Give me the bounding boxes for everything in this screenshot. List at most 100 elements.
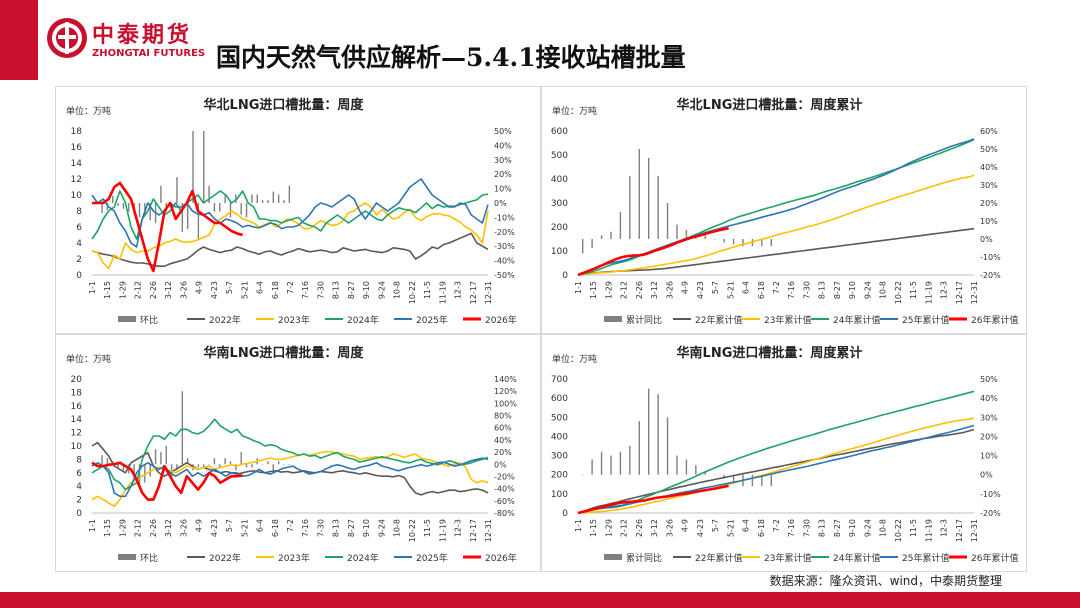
x-tick-label: 5-7 — [711, 519, 720, 532]
x-tick-label: 11-19 — [924, 519, 933, 542]
x-tick-label: 12-17 — [955, 281, 964, 304]
x-tick-label: 1-29 — [604, 281, 613, 299]
bar-7 — [648, 158, 650, 239]
bar-25 — [229, 203, 232, 218]
series-line-0 — [577, 428, 975, 514]
x-tick-label: 12-3 — [454, 281, 463, 299]
bar-26 — [235, 464, 237, 471]
x-tick-label: 7-2 — [286, 519, 295, 532]
legend-label-3: 2024年 — [347, 552, 379, 564]
bar-1 — [591, 459, 593, 475]
x-tick-label: 9-24 — [863, 281, 872, 299]
x-tick-label: 5-7 — [711, 281, 720, 294]
x-tick-label: 1-1 — [88, 519, 97, 532]
x-tick-label: 5-7 — [225, 519, 234, 532]
y2-tick-label: 20% — [980, 432, 998, 441]
bar-22 — [213, 458, 216, 465]
x-tick-label: 8-13 — [332, 281, 341, 299]
brand-accent-bar — [0, 0, 38, 80]
bar-32 — [267, 461, 269, 465]
x-tick-label: 10-22 — [408, 519, 417, 542]
x-tick-label: 1-15 — [589, 519, 598, 537]
legend-swatch-0 — [604, 316, 622, 322]
bar-19 — [761, 239, 763, 247]
x-tick-label: 5-21 — [726, 519, 735, 537]
bar-6 — [638, 149, 640, 239]
page-title: 国内天然气供应解析—5.4.1接收站槽批量 — [216, 43, 686, 72]
y-tick-label: 6 — [76, 223, 82, 233]
y2-tick-label: 0% — [494, 199, 507, 208]
series-line-1 — [577, 174, 975, 276]
bar-23 — [219, 203, 221, 212]
x-tick-label: 6-4 — [256, 281, 265, 294]
x-tick-label: 7-2 — [286, 281, 295, 294]
bar-20 — [203, 131, 205, 203]
legend-label-0: 环比 — [140, 314, 158, 326]
bar-16 — [181, 203, 184, 232]
series-line-0 — [91, 232, 489, 267]
x-tick-label: 4-9 — [681, 519, 690, 532]
y2-tick-label: 0% — [494, 460, 507, 469]
x-tick-label: 10-8 — [879, 519, 888, 537]
bar-9 — [666, 203, 669, 239]
y-tick-label: 8 — [76, 207, 82, 217]
legend-swatch-0 — [604, 554, 622, 560]
y2-tick-label: -40% — [494, 485, 515, 494]
bar-21 — [208, 464, 210, 465]
bar-33 — [272, 464, 274, 471]
bar-21 — [208, 185, 210, 203]
x-tick-label: 12-31 — [484, 519, 493, 542]
bar-3 — [112, 195, 114, 203]
x-tick-label: 5-7 — [225, 281, 234, 294]
bar-27 — [240, 203, 242, 215]
x-tick-label: 3-26 — [665, 281, 674, 299]
y-tick-label: 6 — [76, 469, 82, 479]
x-tick-label: 11-5 — [423, 519, 432, 537]
bar-14 — [714, 474, 716, 476]
y2-tick-label: 10% — [980, 217, 998, 226]
y2-tick-label: 10% — [494, 185, 512, 194]
y-tick-label: 10 — [71, 442, 83, 452]
bar-29 — [251, 194, 253, 203]
bar-14 — [714, 239, 716, 240]
bar-24 — [224, 458, 226, 465]
bar-36 — [288, 464, 291, 465]
x-tick-label: 10-22 — [894, 519, 903, 542]
series-line-2 — [577, 390, 975, 514]
bar-10 — [676, 455, 678, 475]
x-tick-label: 1-1 — [574, 519, 583, 532]
bar-1 — [591, 239, 593, 248]
y2-tick-label: -30% — [494, 242, 515, 251]
x-tick-label: 6-18 — [757, 281, 766, 299]
y2-tick-label: 80% — [494, 412, 512, 421]
y2-tick-label: 10% — [980, 452, 998, 461]
bar-19 — [761, 474, 763, 487]
brand-name-en: ZHONGTAI FUTURES — [92, 48, 206, 59]
x-tick-label: 6-18 — [271, 281, 280, 299]
x-tick-label: 8-27 — [347, 281, 356, 299]
chart-panel-north-cumulative: 华北LNG进口槽批量：周度累计 单位：万吨 0 100 200 300 400 500 600 -… — [541, 86, 1027, 334]
x-tick-label: 4-23 — [210, 281, 219, 299]
y-tick-label: 20 — [71, 375, 83, 385]
x-tick-label: 4-9 — [195, 519, 204, 532]
x-tick-label: 4-9 — [681, 281, 690, 294]
x-tick-label: 8-27 — [833, 281, 842, 299]
x-tick-label: 7-30 — [802, 519, 811, 537]
unit-label: 单位：万吨 — [66, 105, 111, 117]
bar-19 — [197, 203, 200, 239]
y-tick-label: 12 — [71, 175, 82, 185]
y2-tick-label: 40% — [494, 436, 512, 445]
chart-panel-south-weekly: 华南LNG进口槽批量：周度 单位：万吨 0 2 4 6 8 10 12 14 16 18 20 -80% -… — [55, 334, 541, 572]
bar-36 — [288, 185, 291, 203]
bar-11 — [685, 459, 688, 475]
legend-label-3: 2024年 — [347, 314, 379, 326]
bar-0 — [582, 239, 584, 254]
x-tick-label: 7-30 — [802, 281, 811, 299]
y2-tick-label: -10% — [980, 490, 1001, 499]
bar-5 — [122, 464, 125, 471]
x-tick-label: 6-4 — [256, 519, 265, 532]
y2-tick-label: 50% — [980, 145, 998, 154]
legend-swatch-0 — [118, 554, 136, 560]
series-line-3 — [91, 178, 489, 248]
x-tick-label: 11-5 — [423, 281, 432, 299]
